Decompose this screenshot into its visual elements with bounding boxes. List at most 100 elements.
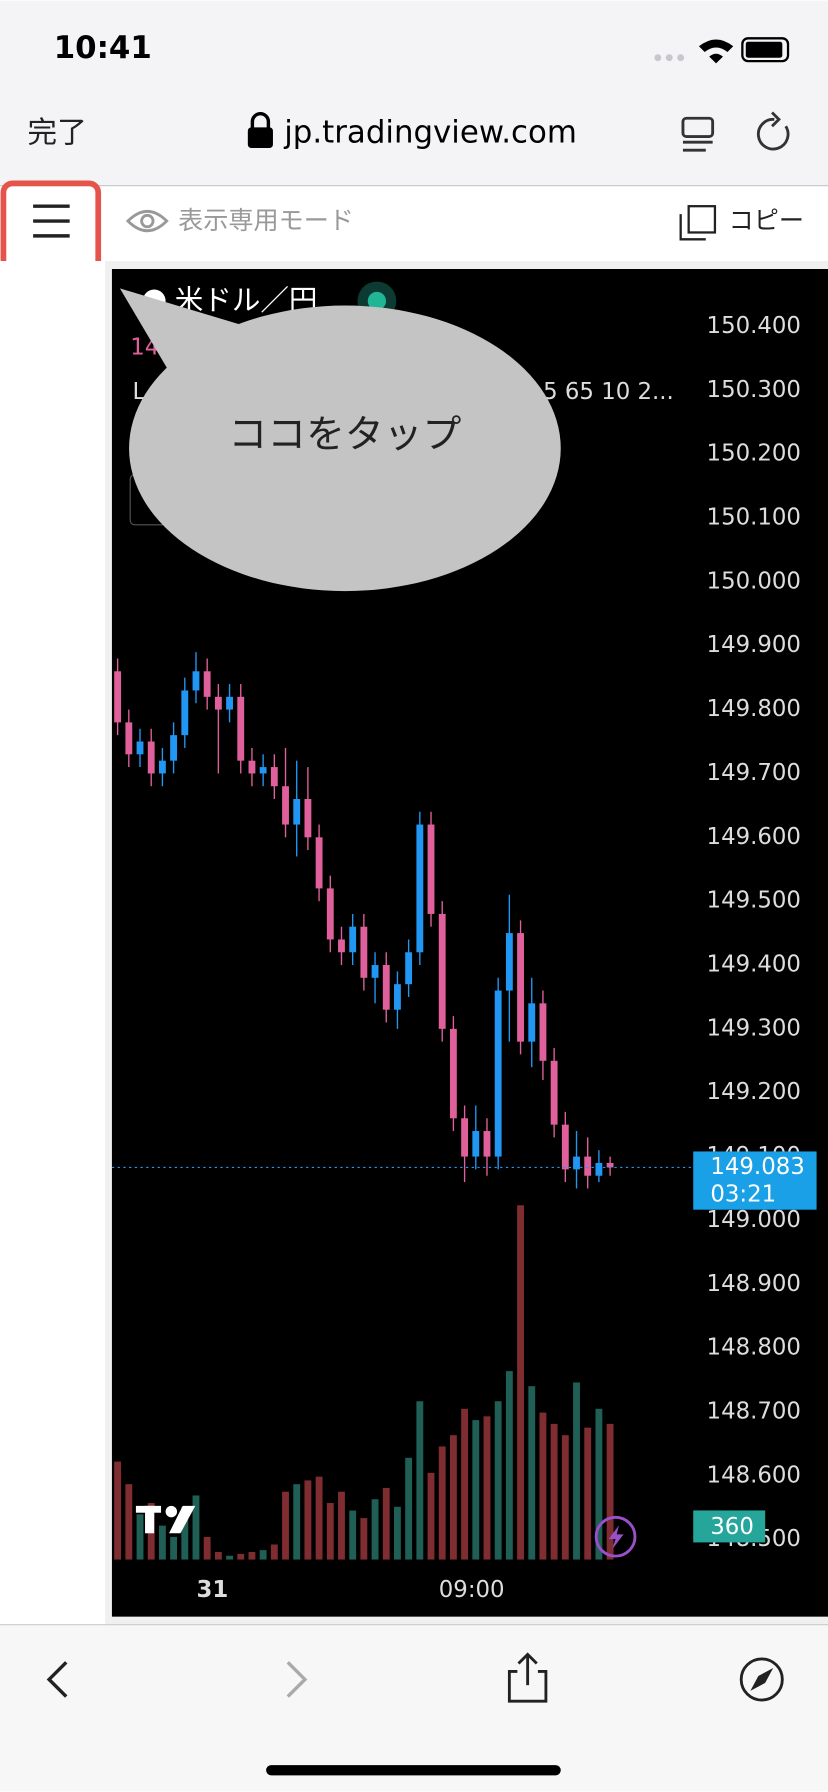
browser-chrome	[0, 0, 828, 186]
y-tick-label: 150.300	[707, 377, 801, 403]
candle-body	[483, 1131, 491, 1157]
volume-bar	[427, 1472, 435, 1560]
candle-body	[517, 933, 524, 1042]
candle-body	[595, 1162, 603, 1176]
volume-bar	[248, 1552, 256, 1560]
volume-bar	[214, 1552, 222, 1560]
volume-bar	[573, 1382, 580, 1560]
volume-bar	[517, 1205, 524, 1560]
volume-bar	[326, 1503, 334, 1560]
candle-body	[192, 671, 200, 691]
home-indicator	[266, 1765, 561, 1776]
candle-body	[114, 671, 122, 723]
volume-bar	[304, 1480, 312, 1560]
battery-level	[745, 41, 783, 58]
candle-body	[181, 690, 189, 736]
compass-button[interactable]	[739, 1657, 784, 1702]
lightning-icon	[608, 1525, 624, 1550]
plot: 150.400 150.300 150.200 150.100 150.000 149.9…	[111, 313, 817, 1603]
candle-body	[147, 741, 155, 774]
volume-bar	[371, 1499, 379, 1560]
volume-bar	[584, 1427, 592, 1560]
volume-bar	[282, 1491, 289, 1560]
volume-bar	[360, 1518, 368, 1560]
candle-body	[214, 696, 222, 710]
y-tick-label: 149.200	[707, 1079, 801, 1105]
candle-body	[259, 767, 267, 774]
candle-body	[606, 1162, 614, 1168]
volume-bar	[483, 1416, 491, 1560]
volume-bar	[136, 1514, 144, 1560]
candle-body	[203, 671, 211, 697]
volume-bar	[203, 1536, 211, 1560]
volume-bar	[550, 1423, 558, 1560]
volume-bar	[293, 1484, 301, 1560]
status-time: 10:41	[54, 30, 152, 66]
volume-bar	[394, 1506, 401, 1560]
bottom-bar	[0, 1624, 828, 1792]
candle-body	[282, 786, 289, 825]
volume-bar	[561, 1435, 569, 1560]
url[interactable]: jp.tradingview.com	[283, 115, 577, 151]
volume-bar	[449, 1435, 457, 1560]
y-tick-label: 149.900	[707, 632, 801, 658]
candle-body	[293, 798, 301, 825]
y-tick-label: 150.200	[707, 441, 801, 467]
candle-body	[561, 1124, 569, 1170]
candle-body	[304, 798, 312, 838]
candle-body	[170, 735, 178, 761]
y-tick-label: 150.400	[707, 313, 801, 339]
reader-icon[interactable]	[681, 116, 715, 152]
copy-icon[interactable]	[679, 205, 717, 241]
y-tick-label: 149.300	[707, 1015, 801, 1041]
y-tick-label: 148.600	[707, 1462, 801, 1488]
y-tick-label: 149.400	[707, 952, 801, 978]
x-tick-label: 09:00	[439, 1577, 505, 1603]
candle-body	[438, 913, 446, 1029]
candle-body	[125, 722, 133, 755]
candle-body	[416, 824, 424, 953]
candle-body	[405, 952, 413, 985]
volume-bar	[259, 1550, 267, 1560]
volume-bar	[192, 1495, 200, 1560]
share-button[interactable]	[507, 1652, 548, 1703]
volume-bar	[315, 1476, 323, 1560]
volume-bar	[416, 1401, 424, 1560]
candle-body	[158, 760, 166, 774]
candle-body	[394, 984, 401, 1010]
y-tick-label: 149.800	[707, 696, 801, 722]
y-tick-label: 148.700	[707, 1399, 801, 1425]
candle-body	[505, 933, 513, 991]
speech-bubble	[119, 288, 561, 592]
done-button[interactable]: 完了	[27, 116, 86, 151]
callout-text: ココをタップ	[228, 412, 461, 457]
candle-body	[315, 837, 323, 889]
copy-button[interactable]: コピー	[729, 206, 804, 235]
legend-fragment: 5 65 10 2...	[543, 379, 674, 405]
view-mode: 表示専用モード	[178, 206, 354, 235]
lightning-button[interactable]	[594, 1515, 637, 1558]
candle-body	[449, 1028, 457, 1119]
reload-icon[interactable]	[756, 111, 790, 151]
status-dot	[367, 291, 387, 311]
forward-button[interactable]	[286, 1661, 308, 1698]
menu-icon[interactable]	[33, 204, 70, 238]
volume-bar	[226, 1555, 233, 1560]
eye-icon	[125, 209, 169, 233]
volume-bar	[237, 1553, 245, 1560]
toolbar	[0, 185, 828, 262]
back-button[interactable]	[46, 1661, 68, 1698]
volume-bar	[170, 1536, 178, 1560]
volume-bar	[270, 1544, 278, 1560]
candle-body	[461, 1118, 469, 1157]
volume-bar	[528, 1386, 536, 1560]
candle-body	[237, 696, 245, 761]
x-tick-label: 31	[197, 1577, 229, 1603]
volume-bar	[125, 1484, 133, 1560]
volume-bar	[114, 1461, 122, 1560]
candle-body	[248, 760, 256, 774]
candle-body	[349, 926, 357, 953]
volume-bar	[505, 1371, 513, 1560]
